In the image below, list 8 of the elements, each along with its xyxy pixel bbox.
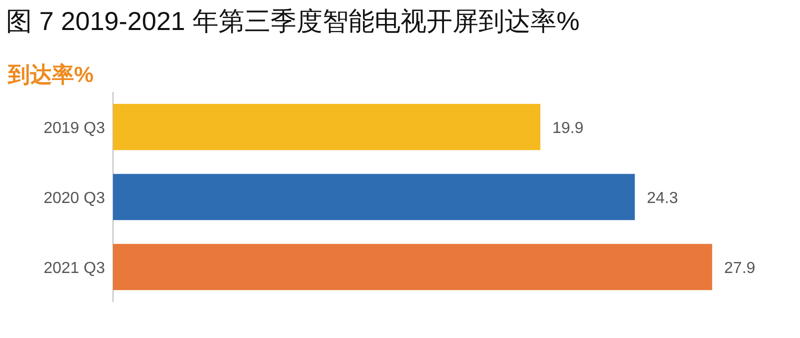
title: 图 7 2019-2021 年第三季度智能电视开屏到达率% bbox=[6, 6, 580, 36]
data-label: 27.9 bbox=[724, 260, 756, 277]
subtitle: 到达率% bbox=[8, 62, 94, 87]
category-label: 2019 Q3 bbox=[44, 120, 105, 137]
category-label: 2020 Q3 bbox=[44, 190, 105, 207]
category-label: 2021 Q3 bbox=[44, 260, 105, 277]
data-label: 19.9 bbox=[552, 120, 584, 137]
data-label: 24.3 bbox=[646, 190, 678, 207]
